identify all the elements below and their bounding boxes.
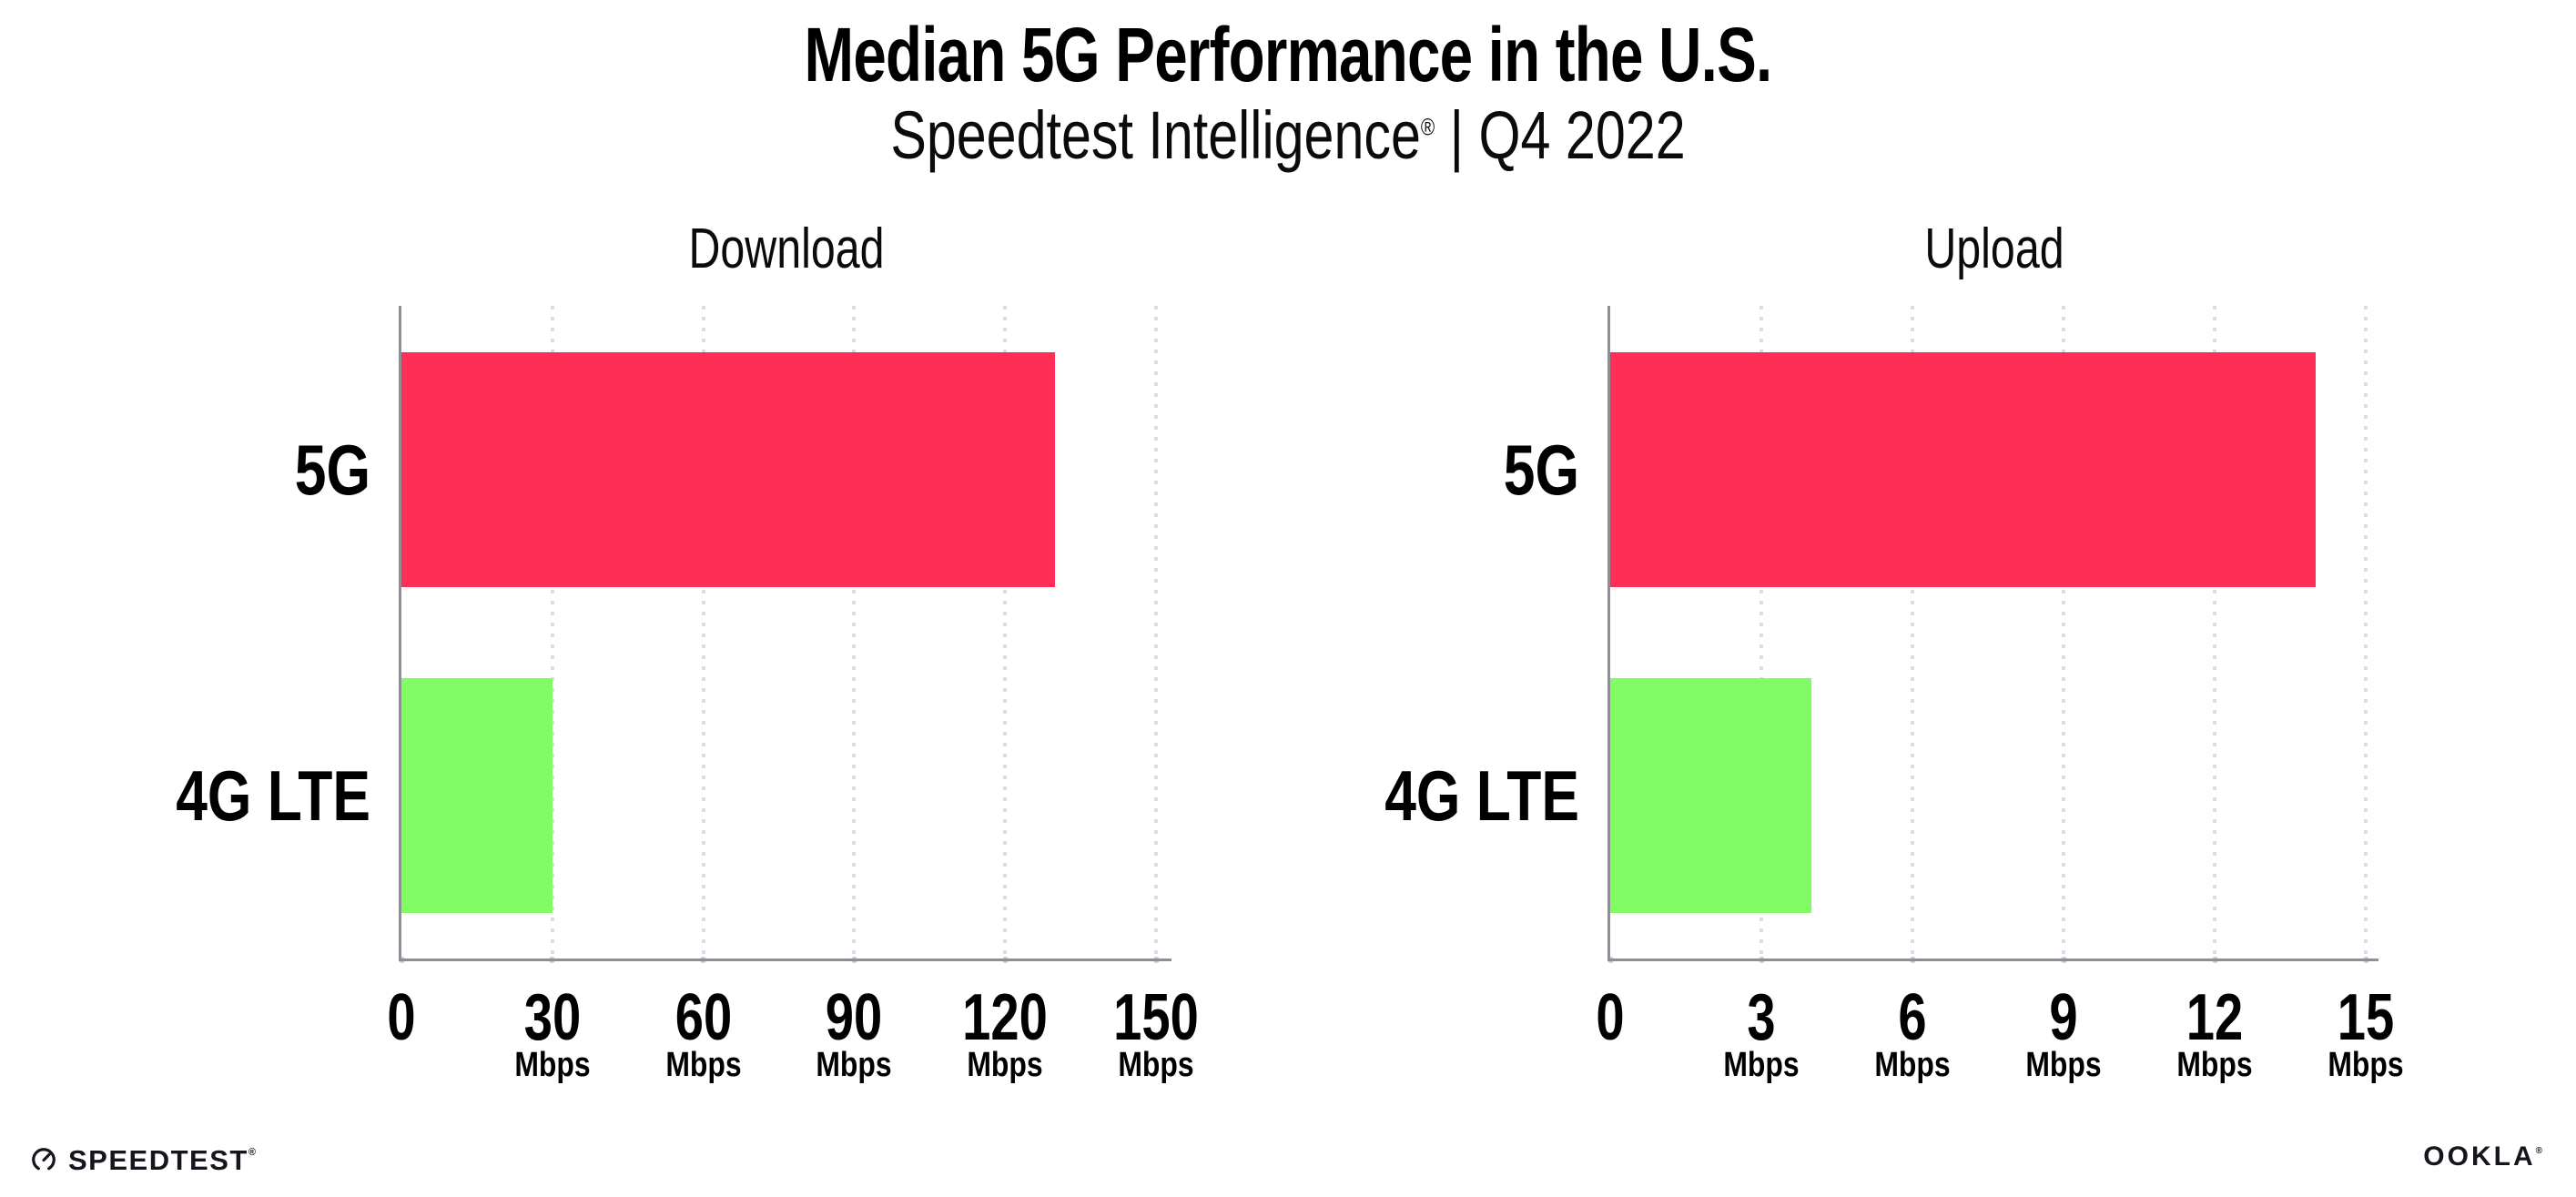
x-tick-unit-label: Mbps — [1118, 1046, 1194, 1084]
subtitle-quarter: Q4 2022 — [1478, 97, 1686, 173]
x-tick-unit-label: Mbps — [514, 1046, 591, 1084]
speedtest-wordmark: SPEEDTEST® — [68, 1146, 257, 1174]
category-label: 5G — [1503, 430, 1579, 510]
x-tick-label: 90 — [826, 981, 883, 1054]
x-tick-label: 3 — [1747, 981, 1776, 1054]
gridline — [2062, 306, 2065, 959]
gridline — [701, 306, 705, 959]
speedtest-registered-mark: ® — [248, 1146, 258, 1158]
ookla-label: OOKLA — [2423, 1141, 2536, 1172]
bar-5g — [401, 352, 1056, 587]
subtitle-brand: Speedtest Intelligence — [890, 97, 1421, 173]
x-tick-label: 120 — [962, 981, 1049, 1054]
x-tick-label: 60 — [674, 981, 732, 1054]
gridline — [550, 306, 554, 959]
gridline — [2364, 306, 2368, 959]
y-axis-line — [399, 306, 401, 961]
x-tick-label: 0 — [387, 981, 416, 1054]
gridline — [1760, 306, 1763, 959]
x-tick-label: 15 — [2337, 981, 2395, 1054]
x-tick-unit-label: Mbps — [2176, 1046, 2253, 1084]
speedtest-label: SPEEDTEST — [68, 1143, 248, 1176]
chart-title: Upload — [1924, 218, 2064, 280]
bar-5g — [1610, 352, 2316, 587]
x-tick-unit-label: Mbps — [2328, 1046, 2404, 1084]
registered-trademark-icon: ® — [1420, 113, 1435, 141]
x-tick-label: 6 — [1898, 981, 1927, 1054]
x-tick-label: 0 — [1596, 981, 1625, 1054]
x-tick-label: 9 — [2049, 981, 2078, 1054]
x-tick-label: 150 — [1113, 981, 1199, 1054]
subtitle-separator: | — [1435, 97, 1479, 173]
x-tick-unit-label: Mbps — [1723, 1046, 1800, 1084]
gridline — [1911, 306, 1914, 959]
x-tick-unit-label: Mbps — [967, 1046, 1043, 1084]
x-tick-unit-label: Mbps — [1874, 1046, 1951, 1084]
ookla-registered-mark: ® — [2535, 1146, 2545, 1156]
category-label: 4G LTE — [176, 756, 370, 836]
category-label: 4G LTE — [1384, 756, 1579, 836]
figure-title: Median 5G Performance in the U.S. — [804, 12, 1773, 97]
category-label: 5G — [294, 430, 370, 510]
bar-4g-lte — [1610, 678, 1812, 913]
x-axis-line — [400, 959, 1171, 961]
gridline — [2213, 306, 2216, 959]
x-tick-label: 12 — [2186, 981, 2244, 1054]
x-tick-label: 30 — [523, 981, 582, 1054]
x-axis-line — [1608, 959, 2378, 961]
gridline — [852, 306, 857, 959]
ookla-wordmark: OOKLA® — [2423, 1141, 2545, 1172]
x-tick-unit-label: Mbps — [816, 1046, 893, 1084]
chart-title: Download — [688, 218, 885, 280]
speedtest-gauge-icon — [32, 1148, 56, 1171]
y-axis-line — [1607, 306, 1610, 961]
figure-subtitle: Speedtest Intelligence® | Q4 2022 — [258, 96, 2318, 175]
speedtest-logo: SPEEDTEST® — [30, 1140, 257, 1180]
x-tick-unit-label: Mbps — [664, 1046, 742, 1084]
x-tick-unit-label: Mbps — [2025, 1046, 2102, 1084]
gridline — [1154, 306, 1158, 959]
bar-4g-lte — [401, 678, 553, 913]
ookla-logo: OOKLA® — [2423, 1143, 2545, 1171]
gridline — [1003, 306, 1008, 959]
